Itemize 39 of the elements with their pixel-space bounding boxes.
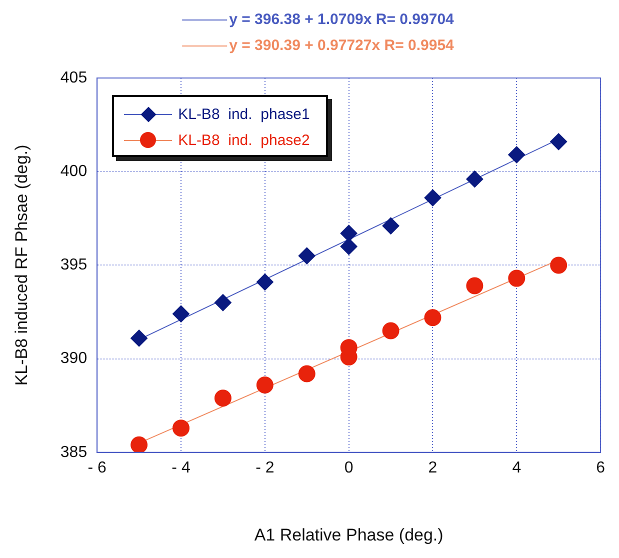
point — [172, 305, 190, 322]
point — [508, 270, 526, 287]
point — [130, 330, 148, 347]
y-tick-label: 395 — [60, 256, 88, 274]
point — [382, 217, 400, 234]
point — [298, 247, 316, 264]
y-axis-title: KL-B8 induced RF Phsae (deg.) — [12, 144, 31, 386]
y-tick-label: 385 — [60, 444, 88, 461]
point — [466, 277, 484, 294]
y-tick-label: 405 — [60, 69, 88, 86]
y-tick-label: 400 — [60, 163, 88, 180]
x-tick-label: 6 — [596, 459, 606, 476]
point — [382, 322, 400, 340]
x-tick-label: 2 — [428, 459, 438, 476]
legend-label: y = 396.38 + 1.0709x R= 0.99704 — [229, 11, 455, 28]
point — [172, 420, 190, 437]
point — [298, 365, 316, 382]
x-axis-title: A1 Relative Phase (deg.) — [254, 525, 444, 544]
legend-label: y = 390.39 + 0.97727x R= 0.9954 — [229, 37, 455, 54]
point — [466, 170, 484, 188]
point — [508, 146, 526, 164]
y-tick-label: 390 — [60, 350, 88, 368]
x-tick-label: 4 — [512, 459, 522, 476]
point — [424, 309, 442, 326]
point — [256, 274, 274, 291]
point — [340, 224, 358, 242]
point — [424, 189, 442, 206]
x-tick-label: - 2 — [256, 459, 274, 476]
legend-label: KL-B8 ind. phase2 — [178, 132, 310, 148]
x-tick-label: 0 — [344, 459, 354, 476]
point — [256, 376, 274, 394]
point — [550, 133, 568, 150]
x-tick-label: - 4 — [172, 459, 190, 476]
legend-label: KL-B8 ind. phase1 — [178, 106, 310, 122]
point — [550, 256, 568, 274]
x-tick-label: - 6 — [88, 459, 107, 476]
point — [130, 436, 148, 452]
point — [214, 294, 232, 312]
point — [214, 390, 232, 407]
